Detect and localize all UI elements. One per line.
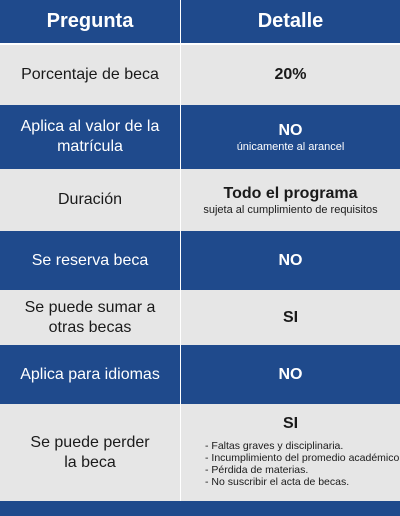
table-row: Aplica al valor de la matrícula NO única…	[0, 105, 400, 169]
question-cell: Aplica para idiomas	[0, 345, 180, 404]
table-row: Se puede perder la beca SI - Faltas grav…	[0, 404, 400, 501]
list-item: - Incumplimiento del promedio académico.	[205, 452, 400, 464]
table-row: Se reserva beca NO	[0, 231, 400, 290]
question-text: Se puede sumar a otras becas	[24, 298, 156, 336]
answer-note: sujeta al cumplimiento de requisitos	[203, 203, 378, 216]
table-row: Duración Todo el programa sujeta al cump…	[0, 169, 400, 231]
answer-value: Todo el programa	[223, 184, 358, 202]
question-cell: Aplica al valor de la matrícula	[0, 105, 180, 169]
answer-cell: SI	[180, 290, 400, 345]
table-row: Aplica para idiomas NO	[0, 345, 400, 404]
answer-value: 20%	[274, 66, 307, 83]
loss-reasons-list: - Faltas graves y disciplinaria. - Incum…	[181, 440, 400, 488]
question-cell: Se puede perder la beca	[0, 404, 180, 501]
answer-note: únicamente al arancel	[236, 140, 345, 153]
answer-cell: Todo el programa sujeta al cumplimiento …	[180, 169, 400, 231]
answer-value: NO	[278, 121, 303, 139]
answer-cell: NO	[180, 345, 400, 404]
table-row: Porcentaje de beca 20%	[0, 45, 400, 105]
list-item: - No suscribir el acta de becas.	[205, 476, 350, 488]
answer-value: SI	[282, 415, 299, 432]
answer-value: NO	[278, 251, 303, 269]
answer-value: NO	[278, 365, 303, 383]
answer-cell: SI - Faltas graves y disciplinaria. - In…	[180, 404, 400, 501]
table-header: Pregunta Detalle	[0, 0, 400, 43]
question-text: Aplica al valor de la matrícula	[20, 118, 160, 155]
table-row: Se puede sumar a otras becas SI	[0, 290, 400, 345]
answer-cell: NO	[180, 231, 400, 290]
header-pregunta: Pregunta	[0, 0, 180, 43]
answer-cell: NO únicamente al arancel	[180, 105, 400, 169]
question-cell: Porcentaje de beca	[0, 45, 180, 105]
question-text: Se puede perder la beca	[30, 433, 150, 471]
question-cell: Se reserva beca	[0, 231, 180, 290]
question-cell: Se puede sumar a otras becas	[0, 290, 180, 345]
answer-value: SI	[282, 308, 299, 326]
question-cell: Duración	[0, 169, 180, 231]
list-item: - Faltas graves y disciplinaria.	[205, 440, 344, 452]
answer-cell: 20%	[180, 45, 400, 105]
list-item: - Pérdida de materias.	[205, 464, 309, 476]
header-detalle: Detalle	[180, 0, 400, 43]
